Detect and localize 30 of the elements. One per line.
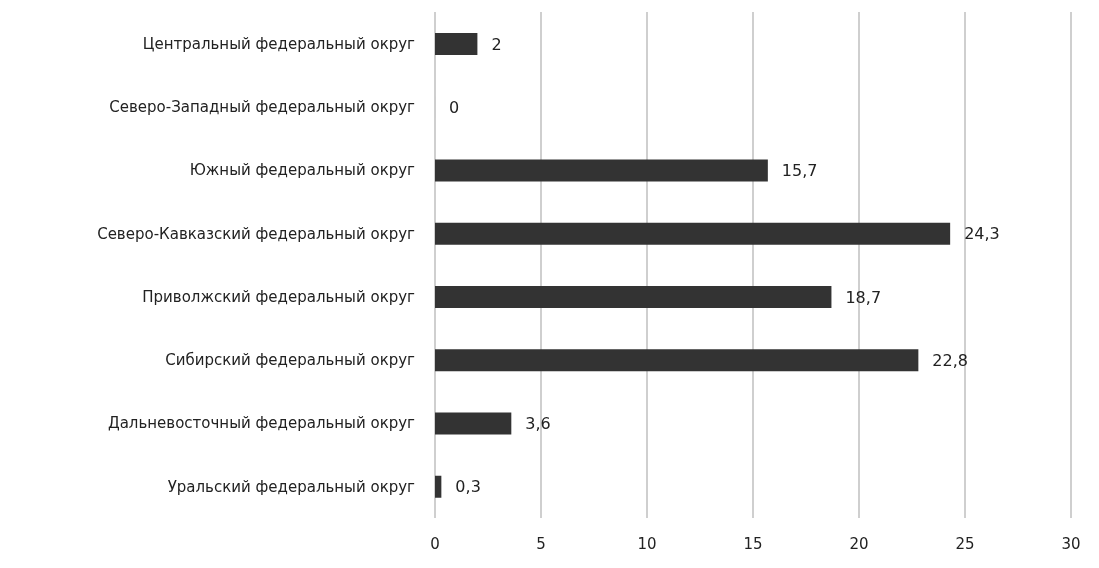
data-label: 0,3 [455,477,481,497]
bar [435,286,832,308]
bar [435,33,478,55]
y-tick-label: Уральский федеральный округ [167,477,416,496]
data-label: 3,6 [525,414,551,433]
x-tick-label: 10 [637,534,657,553]
data-label: 22,8 [932,350,968,370]
x-tick-label: 20 [849,534,869,553]
y-tick-label: Южный федеральный округ [189,161,416,180]
y-tick-label: Центральный федеральный округ [142,34,416,53]
data-label: 2 [491,34,502,54]
data-label: 0 [449,97,460,117]
data-label: 24,3 [964,224,1000,244]
bar [435,159,768,182]
y-tick-label: Приволжский федеральный округ [142,287,416,306]
y-tick-label: Сибирский федеральный округ [165,351,416,370]
bar [435,475,442,498]
y-tick-label: Северо-Западный федеральный округ [109,98,416,117]
y-tick-label: Дальневосточный федеральный округ [107,414,416,433]
x-tick-label: 5 [536,534,546,553]
bar [435,222,951,245]
bar [435,349,919,372]
data-label: 18,7 [845,287,882,307]
x-tick-label: 25 [955,534,975,553]
data-label: 15,7 [781,161,818,180]
x-tick-label: 0 [430,534,440,553]
bar [435,412,512,435]
x-tick-label: 30 [1061,534,1081,553]
x-tick-label: 15 [743,534,763,553]
y-tick-label: Северо-Кавказский федеральный округ [97,224,416,243]
